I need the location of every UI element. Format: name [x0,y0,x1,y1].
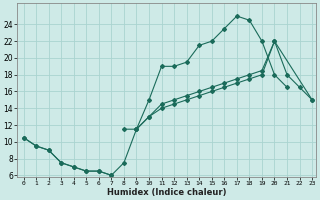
X-axis label: Humidex (Indice chaleur): Humidex (Indice chaleur) [107,188,226,197]
